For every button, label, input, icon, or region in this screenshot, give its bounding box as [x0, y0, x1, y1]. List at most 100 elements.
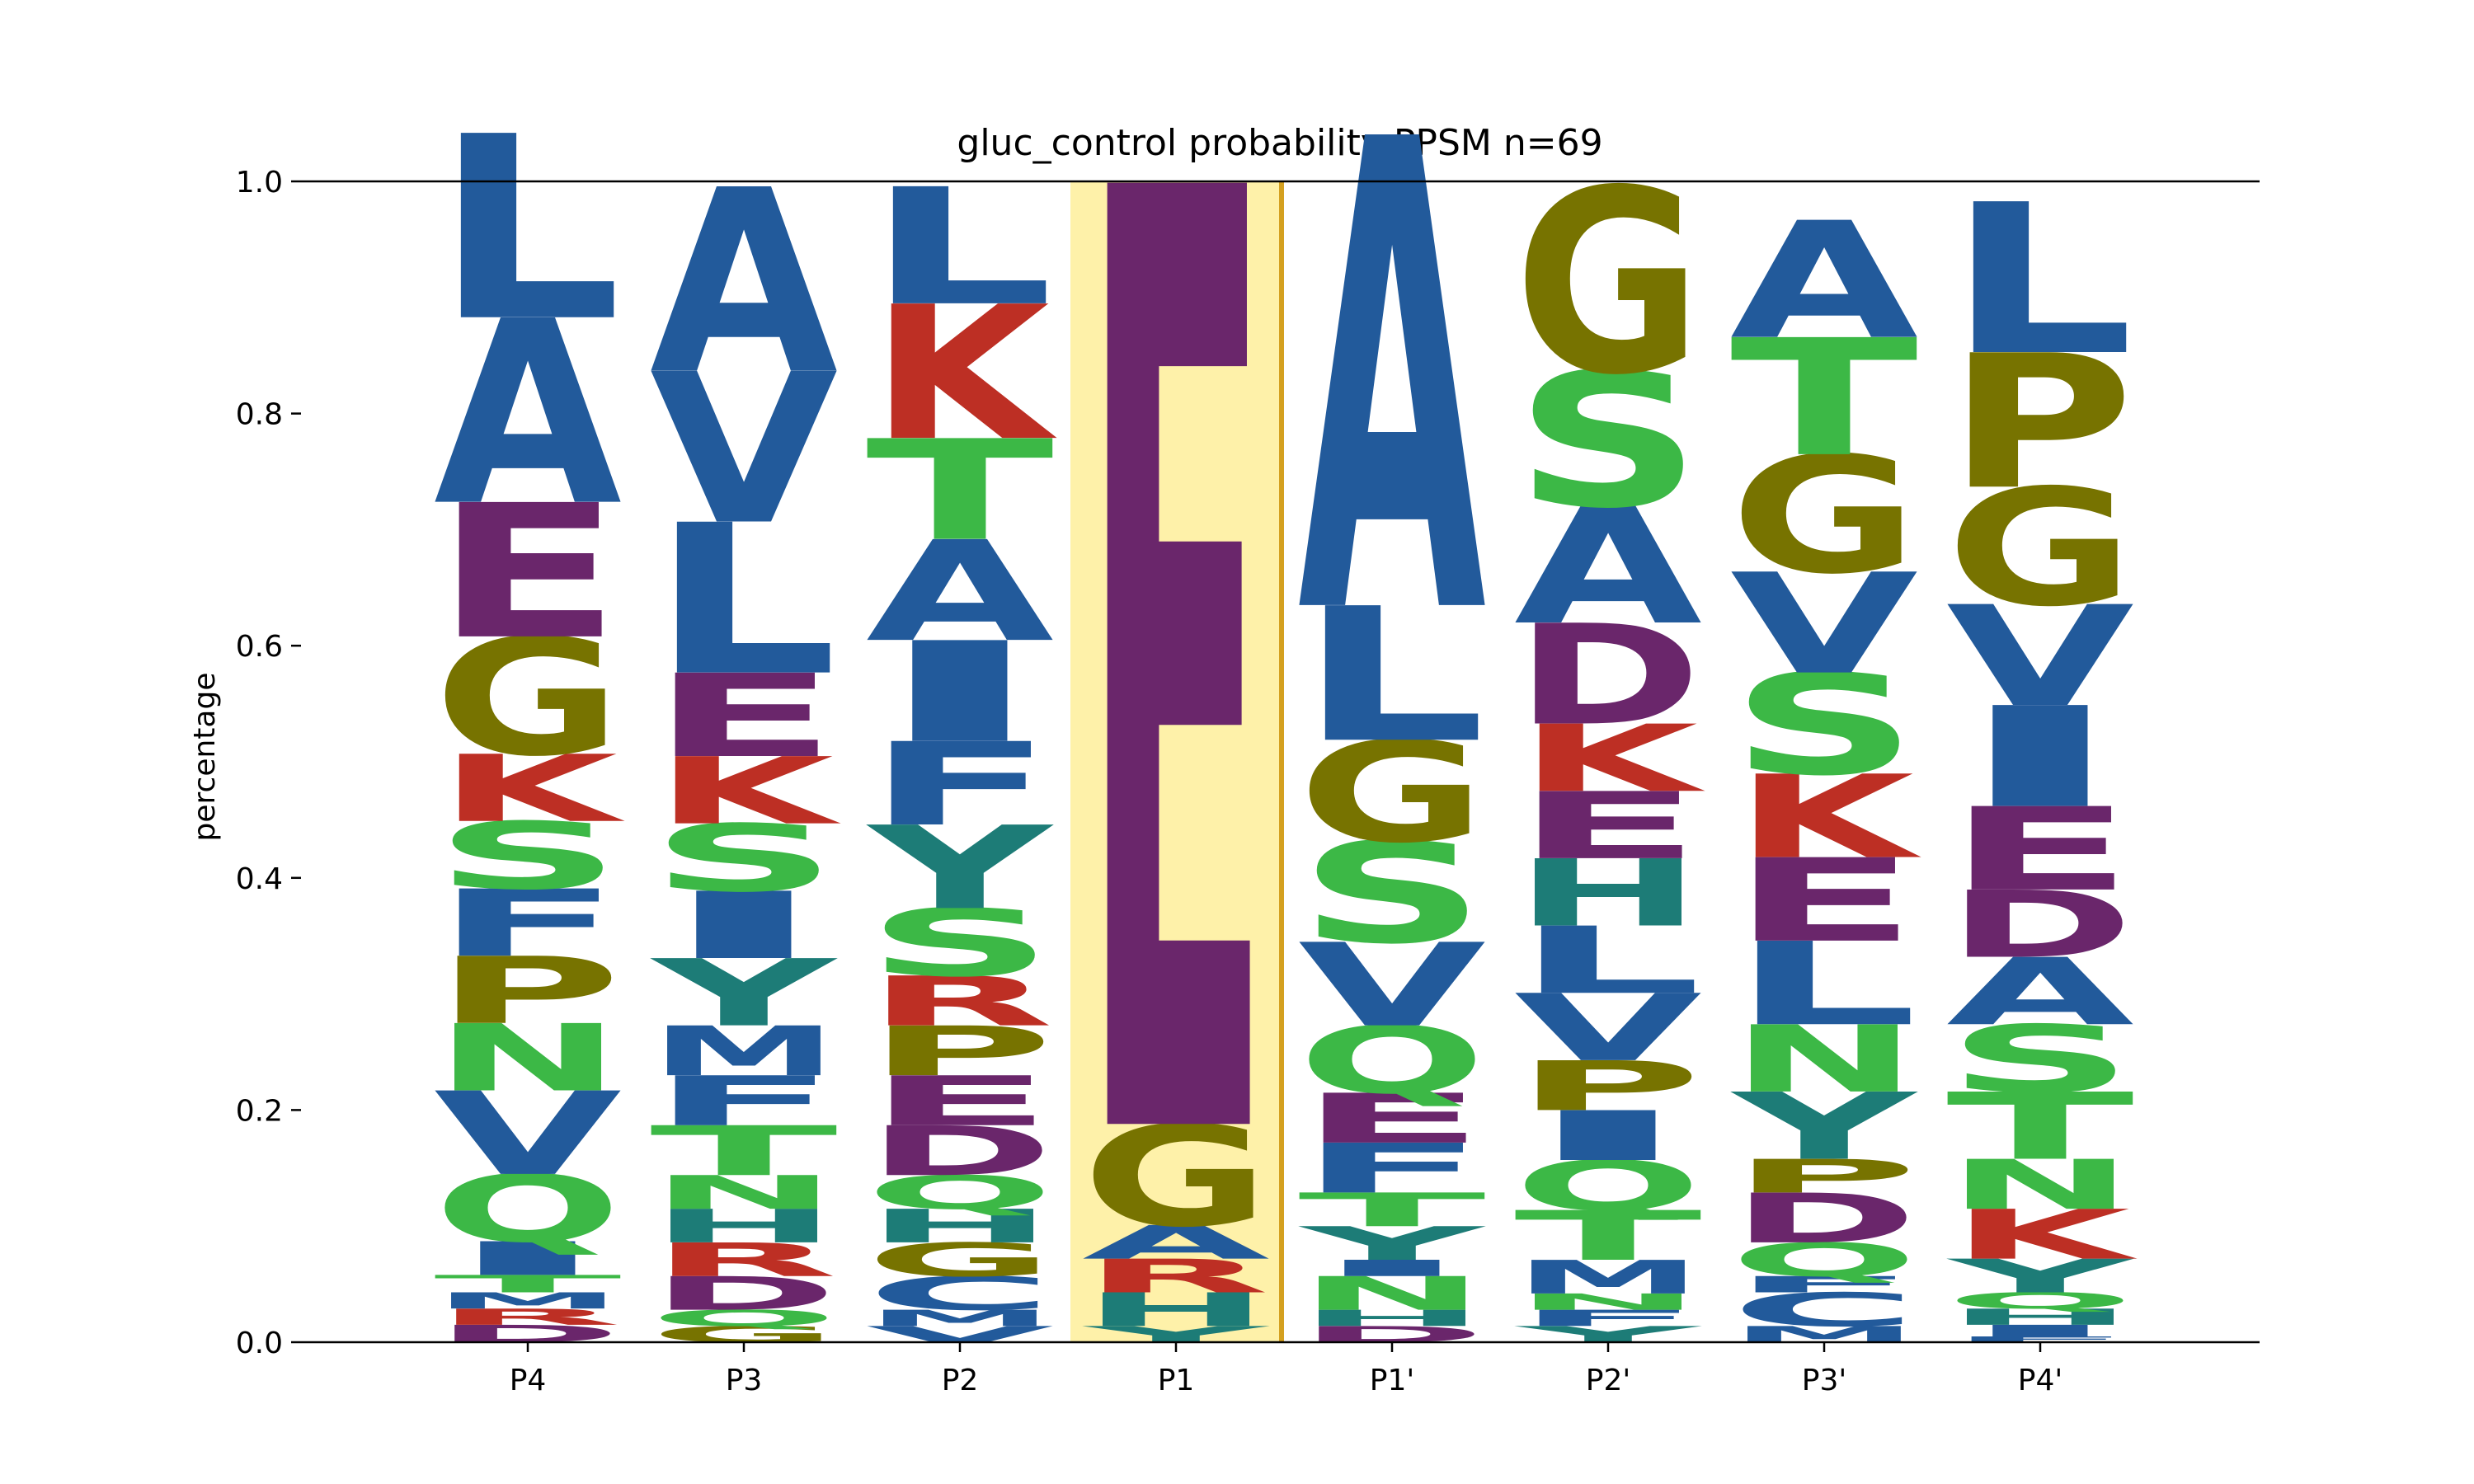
residue-letter: A — [1298, 6, 1488, 758]
residue-letter: D — [1514, 595, 1702, 756]
x-tick-label: P2 — [942, 1364, 979, 1397]
residue-letter: S — [1730, 645, 1918, 805]
residue-letter: Q — [1946, 1288, 2134, 1313]
residue-letter: S — [650, 805, 838, 913]
residue-letter: M — [434, 1288, 622, 1313]
residue-letter: D — [1730, 1179, 1918, 1258]
axes: 0.0 0.2 0.4 0.6 0.8 1.0 P4 P3 P2 P1 P1' P2' P3' P4' — [236, 166, 2260, 1397]
residue-letter: E — [1082, 0, 1270, 1430]
residue-letter: K — [1950, 1195, 2138, 1275]
residue-letter: E — [1946, 784, 2134, 917]
residue-letter: T — [1298, 1183, 1486, 1237]
residue-letter: C — [866, 1267, 1054, 1321]
residue-letter: Q — [650, 1305, 838, 1331]
residue-letter: P — [1514, 1047, 1702, 1127]
residue-letter: N — [650, 1166, 838, 1219]
residue-letter: P — [1730, 1150, 1918, 1204]
residue-letter: I — [650, 872, 838, 979]
residue-letter: H — [1082, 1284, 1270, 1337]
residue-letter: S — [1946, 1006, 2134, 1113]
residue-letter: K — [1734, 751, 1921, 884]
residue-letter: F — [650, 1062, 838, 1142]
residue-letter: Y — [649, 940, 839, 1047]
residue-letter: T — [1514, 1196, 1702, 1275]
residue-letter: A — [650, 136, 840, 430]
residue-letter: G — [1946, 454, 2134, 641]
residue-letter: D — [866, 1111, 1054, 1190]
residue-letter: E — [1514, 773, 1702, 880]
residue-letter: T — [434, 1270, 622, 1298]
residue-letter: Y — [1297, 1217, 1487, 1270]
residue-letter: N — [1298, 1267, 1486, 1321]
residue-letter: A — [1514, 473, 1702, 660]
residue-letter: Q — [1730, 1233, 1918, 1287]
x-tick-label: P1 — [1158, 1364, 1195, 1397]
residue-letter: G — [1730, 422, 1918, 609]
residue-letter: V — [1730, 543, 1918, 705]
residue-letter: F — [1730, 1271, 1918, 1297]
residue-letter: T — [866, 411, 1056, 572]
residue-letter: L — [650, 481, 838, 721]
residue-letter: G — [866, 1233, 1054, 1287]
residue-letter: V — [650, 330, 840, 571]
x-tick-label: P3' — [1802, 1364, 1847, 1397]
x-tick-label: P2' — [1586, 1364, 1631, 1397]
residue-letter: E — [650, 650, 838, 783]
residue-letter: M — [650, 1012, 838, 1092]
residue-letter: A — [866, 511, 1054, 673]
residue-letter: I — [1514, 1097, 1702, 1176]
residue-letter: D — [650, 1267, 838, 1321]
residue-letter: P — [434, 937, 622, 1045]
residue-letter: G — [1082, 1097, 1270, 1258]
y-tick-label: 0.6 — [236, 630, 283, 664]
residue-letter: K — [870, 266, 1057, 481]
y-tick-label: 0.2 — [236, 1094, 283, 1128]
residue-letter: R — [1082, 1250, 1270, 1303]
residue-letter: H — [1298, 1305, 1486, 1331]
residue-letter: P — [1946, 316, 2134, 530]
residue-letter: Q — [866, 1166, 1054, 1219]
residue-letter: A — [1082, 1216, 1270, 1270]
residue-letter: E — [434, 466, 622, 681]
residue-letter: F — [866, 719, 1054, 852]
residue-letter: F — [1514, 1305, 1702, 1331]
x-tick-label: P4' — [2018, 1364, 2063, 1397]
x-tick-label: P1' — [1370, 1364, 1415, 1397]
residue-letter: R — [434, 1304, 622, 1330]
residue-letter: K — [654, 738, 841, 846]
residue-letter: I — [434, 1232, 622, 1285]
residue-letter: L — [1298, 569, 1486, 783]
residue-letter: V — [1298, 919, 1486, 1053]
residue-letter: S — [434, 803, 622, 910]
residue-letter: Y — [1945, 1250, 2135, 1303]
residue-letter: T — [650, 1112, 838, 1191]
residue-letter: Y — [865, 802, 1054, 936]
x-tick-label: P4 — [510, 1364, 547, 1397]
residue-letter: I — [1946, 1322, 2134, 1340]
residue-letter: N — [1730, 1007, 1918, 1114]
chart-title: gluc_control probability PPSM n=69 — [957, 122, 1602, 164]
residue-letter: F — [1298, 1129, 1486, 1209]
residue-letter: A — [1730, 188, 1918, 375]
residue-letter: T — [1946, 1073, 2134, 1181]
residue-letter: G — [434, 604, 622, 791]
residue-letter: Q — [434, 1156, 622, 1263]
residue-letter: S — [1298, 814, 1486, 974]
residue-letter: Q — [1298, 1007, 1486, 1115]
residue-letter: H — [650, 1200, 838, 1253]
residue-letter: A — [1946, 938, 2134, 1046]
y-tick-label: 0.8 — [236, 398, 283, 432]
highlight-layer — [1070, 181, 1284, 1342]
residue-letter: F — [434, 870, 622, 977]
residue-letter: R — [866, 962, 1054, 1042]
logo-stacks: DRMTIQVNPFSKGEALGQDRHNTFMYISKELVAVMCGHQD… — [434, 0, 2138, 1430]
residue-letter: C — [1730, 1283, 1918, 1336]
residue-letter: H — [866, 1200, 1054, 1253]
residue-letter: A — [434, 267, 623, 561]
residue-letter: S — [1514, 335, 1702, 549]
